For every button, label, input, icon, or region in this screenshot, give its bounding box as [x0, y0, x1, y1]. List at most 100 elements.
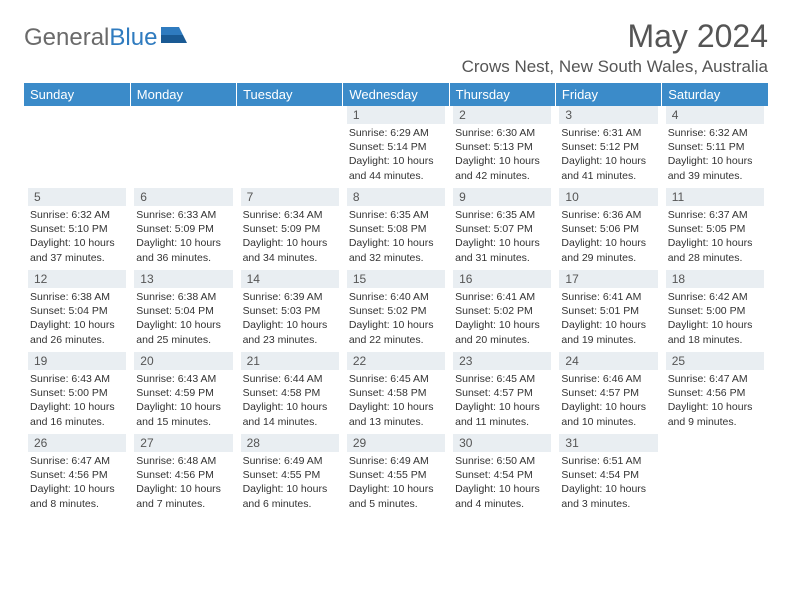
day-number: 22	[347, 352, 445, 370]
day-number: 4	[666, 106, 764, 124]
calendar-cell	[662, 434, 768, 516]
calendar-cell	[24, 106, 130, 188]
day-detail: Sunrise: 6:37 AMSunset: 5:05 PMDaylight:…	[666, 208, 764, 265]
day-detail: Sunrise: 6:35 AMSunset: 5:07 PMDaylight:…	[453, 208, 551, 265]
calendar-cell: 3 Sunrise: 6:31 AMSunset: 5:12 PMDaylight…	[555, 106, 661, 188]
day-detail: Sunrise: 6:38 AMSunset: 5:04 PMDaylight:…	[134, 290, 232, 347]
day-detail: Sunrise: 6:49 AMSunset: 4:55 PMDaylight:…	[347, 454, 445, 511]
day-number: 1	[347, 106, 445, 124]
day-number: 12	[28, 270, 126, 288]
day-number: 31	[559, 434, 657, 452]
calendar-cell: 30 Sunrise: 6:50 AMSunset: 4:54 PMDayligh…	[449, 434, 555, 516]
day-detail: Sunrise: 6:45 AMSunset: 4:57 PMDaylight:…	[453, 372, 551, 429]
calendar-cell: 29 Sunrise: 6:49 AMSunset: 4:55 PMDayligh…	[343, 434, 449, 516]
calendar-cell: 13 Sunrise: 6:38 AMSunset: 5:04 PMDayligh…	[130, 270, 236, 352]
day-detail: Sunrise: 6:39 AMSunset: 5:03 PMDaylight:…	[241, 290, 339, 347]
day-number: 30	[453, 434, 551, 452]
day-detail: Sunrise: 6:29 AMSunset: 5:14 PMDaylight:…	[347, 126, 445, 183]
calendar-row: 5Sunrise: 6:32 AMSunset: 5:10 PMDaylight…	[24, 188, 768, 270]
dow-header: Monday	[130, 83, 236, 106]
calendar-cell: 12 Sunrise: 6:38 AMSunset: 5:04 PMDayligh…	[24, 270, 130, 352]
day-detail: Sunrise: 6:48 AMSunset: 4:56 PMDaylight:…	[134, 454, 232, 511]
day-detail: Sunrise: 6:50 AMSunset: 4:54 PMDaylight:…	[453, 454, 551, 511]
day-detail: Sunrise: 6:32 AMSunset: 5:11 PMDaylight:…	[666, 126, 764, 183]
day-detail: Sunrise: 6:43 AMSunset: 5:00 PMDaylight:…	[28, 372, 126, 429]
calendar-body: 1 Sunrise: 6:29 AMSunset: 5:14 PMDaylight…	[24, 106, 768, 516]
calendar-cell: 6 Sunrise: 6:33 AMSunset: 5:09 PMDaylight…	[130, 188, 236, 270]
day-number: 25	[666, 352, 764, 370]
day-number: 27	[134, 434, 232, 452]
calendar-table: SundayMondayTuesdayWednesdayThursdayFrid…	[24, 83, 768, 516]
day-number: 10	[559, 188, 657, 206]
day-number: 17	[559, 270, 657, 288]
calendar-cell: 17 Sunrise: 6:41 AMSunset: 5:01 PMDayligh…	[555, 270, 661, 352]
day-detail: Sunrise: 6:34 AMSunset: 5:09 PMDaylight:…	[241, 208, 339, 265]
day-detail: Sunrise: 6:46 AMSunset: 4:57 PMDaylight:…	[559, 372, 657, 429]
dow-header: Thursday	[449, 83, 555, 106]
logo: GeneralBlue	[24, 24, 187, 52]
day-detail: Sunrise: 6:40 AMSunset: 5:02 PMDaylight:…	[347, 290, 445, 347]
calendar-row: 1 Sunrise: 6:29 AMSunset: 5:14 PMDaylight…	[24, 106, 768, 188]
day-number: 11	[666, 188, 764, 206]
day-detail: Sunrise: 6:32 AMSunset: 5:10 PMDaylight:…	[28, 208, 126, 265]
day-detail: Sunrise: 6:30 AMSunset: 5:13 PMDaylight:…	[453, 126, 551, 183]
title-block: May 2024 Crows Nest, New South Wales, Au…	[462, 18, 768, 77]
dow-header: Wednesday	[343, 83, 449, 106]
dow-header-row: SundayMondayTuesdayWednesdayThursdayFrid…	[24, 83, 768, 106]
day-number: 9	[453, 188, 551, 206]
day-detail: Sunrise: 6:47 AMSunset: 4:56 PMDaylight:…	[28, 454, 126, 511]
calendar-row: 19 Sunrise: 6:43 AMSunset: 5:00 PMDayligh…	[24, 352, 768, 434]
day-detail: Sunrise: 6:47 AMSunset: 4:56 PMDaylight:…	[666, 372, 764, 429]
dow-header: Friday	[555, 83, 661, 106]
day-number: 8	[347, 188, 445, 206]
day-number: 21	[241, 352, 339, 370]
calendar-row: 26Sunrise: 6:47 AMSunset: 4:56 PMDayligh…	[24, 434, 768, 516]
header: GeneralBlue May 2024 Crows Nest, New Sou…	[24, 18, 768, 77]
calendar-cell: 23Sunrise: 6:45 AMSunset: 4:57 PMDayligh…	[449, 352, 555, 434]
calendar-cell: 18 Sunrise: 6:42 AMSunset: 5:00 PMDayligh…	[662, 270, 768, 352]
day-detail: Sunrise: 6:49 AMSunset: 4:55 PMDaylight:…	[241, 454, 339, 511]
calendar-cell: 21 Sunrise: 6:44 AMSunset: 4:58 PMDayligh…	[237, 352, 343, 434]
calendar-cell: 26Sunrise: 6:47 AMSunset: 4:56 PMDayligh…	[24, 434, 130, 516]
calendar-cell: 11 Sunrise: 6:37 AMSunset: 5:05 PMDayligh…	[662, 188, 768, 270]
day-detail: Sunrise: 6:33 AMSunset: 5:09 PMDaylight:…	[134, 208, 232, 265]
day-number: 28	[241, 434, 339, 452]
calendar-cell: 31 Sunrise: 6:51 AMSunset: 4:54 PMDayligh…	[555, 434, 661, 516]
day-detail: Sunrise: 6:43 AMSunset: 4:59 PMDaylight:…	[134, 372, 232, 429]
dow-header: Tuesday	[237, 83, 343, 106]
calendar-cell: 1 Sunrise: 6:29 AMSunset: 5:14 PMDaylight…	[343, 106, 449, 188]
calendar-cell: 28 Sunrise: 6:49 AMSunset: 4:55 PMDayligh…	[237, 434, 343, 516]
calendar-cell: 10 Sunrise: 6:36 AMSunset: 5:06 PMDayligh…	[555, 188, 661, 270]
logo-flag-icon	[161, 24, 187, 52]
calendar-cell: 5Sunrise: 6:32 AMSunset: 5:10 PMDaylight…	[24, 188, 130, 270]
day-detail: Sunrise: 6:51 AMSunset: 4:54 PMDaylight:…	[559, 454, 657, 511]
dow-header: Sunday	[24, 83, 130, 106]
day-number: 3	[559, 106, 657, 124]
day-detail: Sunrise: 6:31 AMSunset: 5:12 PMDaylight:…	[559, 126, 657, 183]
day-detail: Sunrise: 6:44 AMSunset: 4:58 PMDaylight:…	[241, 372, 339, 429]
calendar-cell: 4 Sunrise: 6:32 AMSunset: 5:11 PMDaylight…	[662, 106, 768, 188]
calendar-cell: 14Sunrise: 6:39 AMSunset: 5:03 PMDayligh…	[237, 270, 343, 352]
day-number: 24	[559, 352, 657, 370]
calendar-cell: 25 Sunrise: 6:47 AMSunset: 4:56 PMDayligh…	[662, 352, 768, 434]
calendar-cell: 20Sunrise: 6:43 AMSunset: 4:59 PMDayligh…	[130, 352, 236, 434]
calendar-cell	[130, 106, 236, 188]
day-detail: Sunrise: 6:38 AMSunset: 5:04 PMDaylight:…	[28, 290, 126, 347]
calendar-cell: 2 Sunrise: 6:30 AMSunset: 5:13 PMDaylight…	[449, 106, 555, 188]
day-number: 29	[347, 434, 445, 452]
day-detail: Sunrise: 6:42 AMSunset: 5:00 PMDaylight:…	[666, 290, 764, 347]
day-number: 19	[28, 352, 126, 370]
day-detail: Sunrise: 6:45 AMSunset: 4:58 PMDaylight:…	[347, 372, 445, 429]
day-number: 16	[453, 270, 551, 288]
dow-header: Saturday	[662, 83, 768, 106]
logo-text-gray: General	[24, 24, 109, 52]
day-number: 13	[134, 270, 232, 288]
day-detail: Sunrise: 6:41 AMSunset: 5:01 PMDaylight:…	[559, 290, 657, 347]
day-detail: Sunrise: 6:36 AMSunset: 5:06 PMDaylight:…	[559, 208, 657, 265]
day-number: 2	[453, 106, 551, 124]
day-number: 18	[666, 270, 764, 288]
day-number: 15	[347, 270, 445, 288]
day-number: 6	[134, 188, 232, 206]
calendar-cell: 7Sunrise: 6:34 AMSunset: 5:09 PMDaylight…	[237, 188, 343, 270]
logo-text-blue: Blue	[109, 24, 157, 52]
